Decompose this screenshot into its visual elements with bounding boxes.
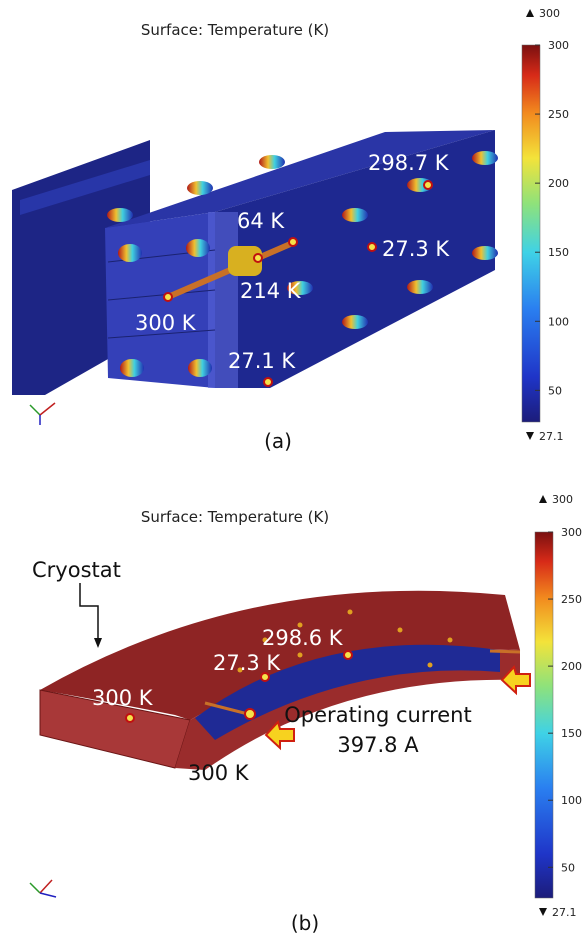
colorbar-tick-label: 50 [548,384,562,397]
annotation: 300 K [135,311,197,335]
panel-b-model [40,583,530,770]
axis-triad-b [30,880,56,897]
annotation: Cryostat [32,558,121,582]
panel-title: Surface: Temperature (K) [141,21,329,39]
colorbar-tick-label: 150 [548,246,569,259]
colorbar-tick-label: 250 [561,593,582,606]
colorbar-tick-label: 300 [561,526,582,539]
colorbar-tick-label: 150 [561,727,582,740]
colorbar-tick-label: 200 [548,177,569,190]
max-marker [526,9,534,17]
caption: (a) [264,429,292,453]
colorbar-tick-label: 100 [561,794,582,807]
annotation: 300 K [92,686,154,710]
annotation: 300 K [188,761,250,785]
annotation: 298.6 K [262,626,344,650]
colorbar-max: 300 [539,7,560,20]
colorbar [535,532,553,898]
figure: Surface: Temperature (K) 298.7 K 64 K 27… [0,0,588,941]
annotation: 27.3 K [382,237,450,261]
annotation: 298.7 K [368,151,450,175]
axis-triad-a [30,403,55,425]
colorbar-min: 27.1 [552,906,577,919]
annotation: 27.1 K [228,349,296,373]
annotation: 397.8 A [337,733,419,757]
colorbar-tick-label: 50 [561,861,575,874]
colorbar-tick-label: 300 [548,39,569,52]
min-marker [539,908,547,916]
annotation: 214 K [240,279,302,303]
colorbar-tick-label: 250 [548,108,569,121]
min-marker [526,432,534,440]
colorbar-tick-label: 100 [548,315,569,328]
caption: (b) [291,911,319,935]
annotation: 27.3 K [213,651,281,675]
annotation: 64 K [237,209,285,233]
colorbar-min: 27.1 [539,430,564,443]
annotation: Operating current [284,703,471,727]
colorbar-max: 300 [552,493,573,506]
colorbar [522,45,540,422]
colorbar-tick-label: 200 [561,660,582,673]
panel-title: Surface: Temperature (K) [141,508,329,526]
max-marker [539,495,547,503]
